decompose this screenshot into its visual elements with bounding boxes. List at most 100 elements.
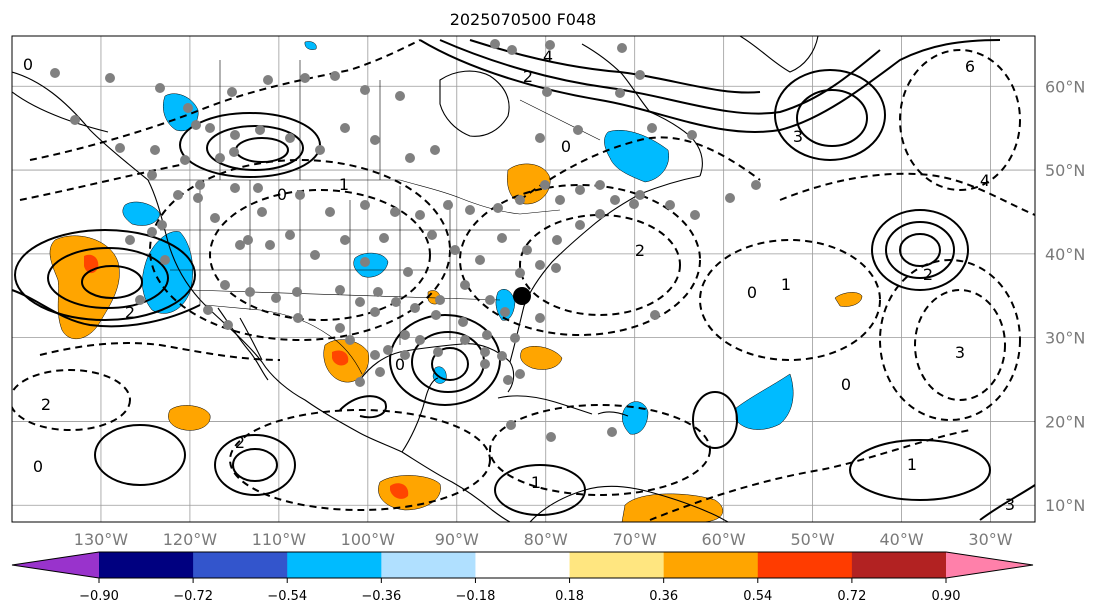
contour-label: 3 bbox=[793, 127, 803, 146]
strong-positive-anomaly-patch bbox=[390, 483, 409, 499]
positive-anomaly-patch bbox=[520, 346, 563, 370]
station-marker bbox=[157, 220, 167, 230]
positive-anomaly-patch bbox=[507, 163, 551, 205]
station-marker bbox=[575, 220, 585, 230]
station-marker bbox=[403, 267, 413, 277]
station-marker bbox=[235, 240, 245, 250]
longitude-tick-label: 120°W bbox=[163, 530, 218, 549]
station-marker bbox=[345, 335, 355, 345]
colorbar-tick-label: 0.18 bbox=[555, 589, 584, 604]
station-marker bbox=[427, 230, 437, 240]
station-marker bbox=[292, 287, 302, 297]
station-marker bbox=[105, 73, 115, 83]
negative-anomaly-patch bbox=[122, 201, 161, 226]
station-marker bbox=[227, 87, 237, 97]
station-marker bbox=[173, 190, 183, 200]
station-marker bbox=[540, 180, 550, 190]
station-marker bbox=[551, 263, 561, 273]
station-marker bbox=[180, 155, 190, 165]
station-marker bbox=[263, 75, 273, 85]
longitude-tick-label: 40°W bbox=[879, 530, 923, 549]
station-marker bbox=[370, 350, 380, 360]
station-marker bbox=[330, 71, 340, 81]
positive-contour bbox=[885, 221, 955, 279]
station-marker bbox=[458, 317, 468, 327]
station-marker bbox=[443, 200, 453, 210]
station-marker bbox=[255, 125, 265, 135]
station-marker bbox=[340, 235, 350, 245]
highlight-station-marker bbox=[513, 287, 531, 305]
station-marker bbox=[497, 233, 507, 243]
station-marker bbox=[635, 190, 645, 200]
station-marker bbox=[415, 210, 425, 220]
station-marker bbox=[535, 260, 545, 270]
positive-contour bbox=[849, 439, 991, 501]
contour-label: 0 bbox=[23, 55, 33, 74]
station-marker bbox=[410, 303, 420, 313]
positive-contour bbox=[871, 209, 969, 291]
station-marker bbox=[552, 235, 562, 245]
station-marker bbox=[500, 307, 510, 317]
station-marker bbox=[430, 145, 440, 155]
negative-contour bbox=[899, 49, 1021, 191]
contour-label: 0 bbox=[395, 355, 405, 374]
colorbar-tick-label: −0.90 bbox=[79, 589, 119, 604]
station-marker bbox=[160, 255, 170, 265]
contour-label: 4 bbox=[980, 171, 990, 190]
negative-contour bbox=[39, 342, 281, 361]
station-marker bbox=[647, 123, 657, 133]
station-marker bbox=[435, 295, 445, 305]
us-canada-border bbox=[148, 179, 561, 215]
station-marker bbox=[295, 190, 305, 200]
station-marker bbox=[482, 330, 492, 340]
colorbar-bins bbox=[99, 552, 947, 578]
station-marker bbox=[360, 85, 370, 95]
station-marker bbox=[515, 369, 525, 379]
cuba-coast bbox=[497, 395, 593, 415]
station-marker bbox=[515, 195, 525, 205]
station-marker bbox=[475, 255, 485, 265]
station-marker bbox=[293, 313, 303, 323]
station-marker bbox=[535, 133, 545, 143]
colorbar-bin bbox=[287, 552, 382, 578]
contour-label: 3 bbox=[955, 343, 965, 362]
station-marker bbox=[522, 245, 532, 255]
station-marker bbox=[370, 135, 380, 145]
contour-label: 3 bbox=[1005, 495, 1015, 514]
station-marker bbox=[391, 297, 401, 307]
station-marker bbox=[573, 125, 583, 135]
station-marker bbox=[725, 193, 735, 203]
station-marker bbox=[150, 145, 160, 155]
positive-contour bbox=[94, 424, 186, 486]
us-mexico-border bbox=[204, 304, 363, 375]
colorbar-over-extension bbox=[946, 552, 1033, 578]
station-marker bbox=[271, 293, 281, 303]
station-marker bbox=[373, 287, 383, 297]
longitude-tick-label: 110°W bbox=[252, 530, 307, 549]
station-marker bbox=[70, 115, 80, 125]
negative-contour bbox=[519, 214, 681, 316]
station-marker bbox=[50, 68, 60, 78]
station-marker bbox=[390, 207, 400, 217]
positive-anomaly-patch bbox=[621, 493, 724, 522]
station-marker bbox=[542, 87, 552, 97]
longitude-tick-label: 80°W bbox=[524, 530, 568, 549]
colorbar: −0.90 −0.72 −0.54 −0.36 −0.18 0.18 0.36 0.54 0.7… bbox=[11, 551, 1034, 604]
station-marker bbox=[230, 130, 240, 140]
station-marker bbox=[245, 287, 255, 297]
station-marker bbox=[340, 123, 350, 133]
station-marker bbox=[650, 310, 660, 320]
station-marker bbox=[115, 143, 125, 153]
positive-contour bbox=[431, 347, 469, 381]
hispaniola-coast bbox=[597, 411, 629, 417]
station-marker bbox=[285, 133, 295, 143]
station-marker bbox=[635, 70, 645, 80]
station-marker bbox=[315, 145, 325, 155]
station-marker bbox=[135, 295, 145, 305]
station-marker bbox=[450, 245, 460, 255]
colorbar-tick-label: −0.54 bbox=[267, 589, 307, 604]
colorbar-bin bbox=[569, 552, 665, 578]
station-marker bbox=[310, 250, 320, 260]
colorbar-bin bbox=[475, 552, 571, 578]
contour-labels: 1 2 4 6 3 4 2 2 2 0 0 2 1 0 1 2 0 3 0 0 bbox=[23, 47, 1015, 514]
